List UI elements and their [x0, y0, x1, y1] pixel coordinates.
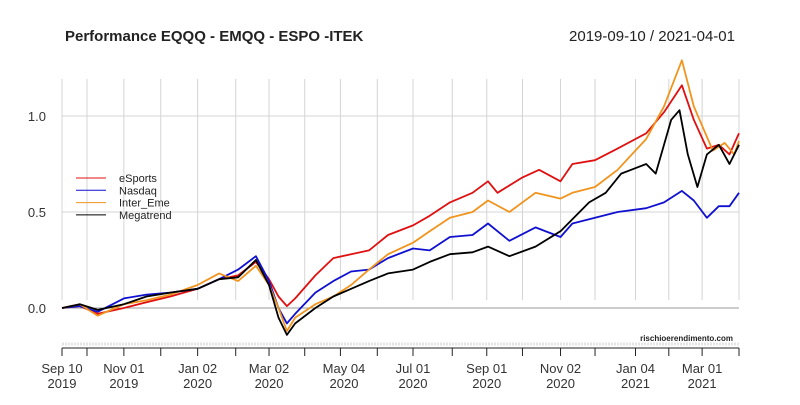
x-tick-label: 2020 — [255, 376, 284, 391]
series-line-megatrend — [61, 109, 740, 336]
x-tick-label: Jul 01 — [396, 361, 431, 376]
y-axis: 0.0 0.5 1.0 — [28, 109, 46, 316]
y-tick-label: 1.0 — [28, 109, 46, 124]
x-tick-label: Nov 02 — [540, 361, 581, 376]
series-line-inter_eme — [61, 59, 740, 332]
x-tick-label: Jan 02 — [178, 361, 217, 376]
x-tick-label: 2020 — [472, 376, 501, 391]
x-tick-label: 2021 — [621, 376, 650, 391]
legend-label-megatrend: Megatrend — [119, 210, 172, 222]
x-tick-label: Sep 01 — [466, 361, 507, 376]
x-tick-label: 2020 — [399, 376, 428, 391]
chart-date-range: 2019-09-10 / 2021-04-01 — [569, 28, 735, 45]
x-tick-label: 2020 — [546, 376, 575, 391]
x-tick-label: 2019 — [48, 376, 77, 391]
legend-label-inter_eme: Inter_Eme — [119, 198, 170, 210]
chart-title: Performance EQQQ - EMQQ - ESPO -ITEK — [65, 28, 364, 45]
x-tick-label: Sep 10 — [41, 361, 82, 376]
x-tick-label: 2020 — [183, 376, 212, 391]
legend-label-esports: eSports — [119, 173, 157, 185]
y-tick-label: 0.0 — [28, 301, 46, 316]
x-tick-label: 2021 — [688, 376, 717, 391]
y-tick-label: 0.5 — [28, 205, 46, 220]
x-tick-label: 2020 — [330, 376, 359, 391]
grid — [61, 79, 740, 309]
watermark: rischioerendimento.com — [640, 334, 733, 343]
legend-label-nasdaq: Nasdaq — [119, 185, 157, 197]
x-tick-label: 2019 — [109, 376, 138, 391]
x-tick-label: May 04 — [323, 361, 366, 376]
x-tick-label: Mar 01 — [682, 361, 722, 376]
x-tick-label: Nov 01 — [103, 361, 144, 376]
x-tick-label: Mar 02 — [249, 361, 289, 376]
series-lines — [61, 59, 740, 336]
x-tick-label: Jan 04 — [616, 361, 655, 376]
